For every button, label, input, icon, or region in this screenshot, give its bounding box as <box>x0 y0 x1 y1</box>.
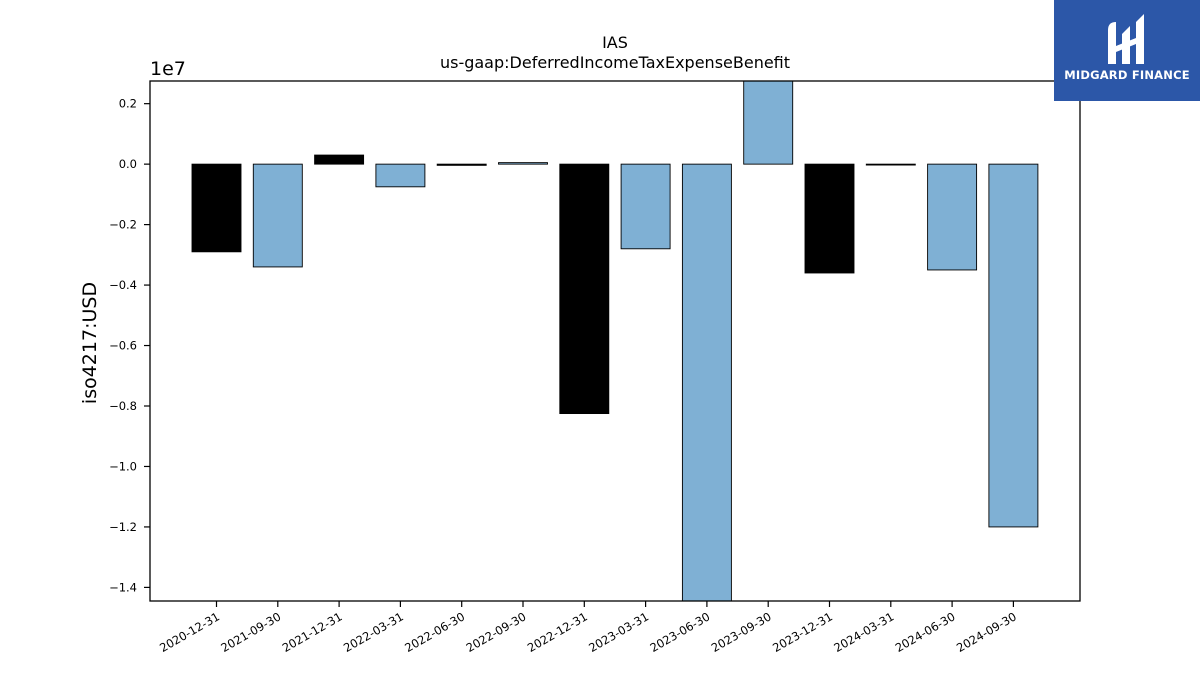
bars-group <box>191 80 1039 602</box>
x-tick-label: 2023-06-30 <box>648 609 713 655</box>
x-tick-label: 2022-06-30 <box>402 609 467 655</box>
bar-2021-12-31 <box>314 154 365 165</box>
x-tick-label: 2023-03-31 <box>586 609 651 655</box>
bar-2022-06-30 <box>436 163 487 166</box>
y-axis-label: iso4217:USD <box>79 282 101 404</box>
x-tick-label: 2022-03-31 <box>341 609 406 655</box>
y-ticks-group: 0.2 0.0 −0.2 −0.4 −0.6 −0.8 −1.0 −1.2 −1.4 <box>109 97 150 594</box>
chart-title: IAS <box>602 33 628 52</box>
bar-2023-09-30 <box>743 80 794 165</box>
x-tick-label: 2021-12-31 <box>280 609 345 655</box>
brand-name: MIDGARD FINANCE <box>1064 68 1190 82</box>
bar-2024-09-30 <box>988 163 1039 528</box>
bar-2022-03-31 <box>375 163 426 188</box>
y-tick-label: −0.6 <box>109 339 137 353</box>
x-tick-label: 2020-12-31 <box>157 609 222 655</box>
bar-2022-09-30 <box>498 162 548 165</box>
y-tick-label: −1.2 <box>109 520 137 534</box>
y-tick-label: −0.4 <box>109 278 137 292</box>
x-tick-label: 2022-09-30 <box>464 609 529 655</box>
plot-frame <box>149 80 1081 602</box>
bar-2023-06-30 <box>681 163 732 602</box>
bar-2022-12-31 <box>559 163 610 415</box>
x-tick-label: 2024-09-30 <box>954 609 1019 655</box>
y-tick-label: −0.2 <box>109 218 137 232</box>
bar-2023-03-31 <box>620 163 671 250</box>
y-tick-label: 0.2 <box>119 97 137 111</box>
bar-2024-06-30 <box>927 163 978 271</box>
y-tick-label: −0.8 <box>109 399 137 413</box>
x-ticks-group: 2020-12-312021-09-302021-12-312022-03-31… <box>157 601 1019 655</box>
y-tick-label: −1.0 <box>109 459 137 473</box>
bar-2023-12-31 <box>804 163 855 274</box>
x-tick-label: 2023-09-30 <box>709 609 774 655</box>
bar-2020-12-31 <box>191 163 242 253</box>
x-tick-label: 2023-12-31 <box>770 609 835 655</box>
x-tick-label: 2024-03-31 <box>831 609 896 655</box>
x-tick-label: 2024-06-30 <box>893 609 958 655</box>
y-tick-label: 0.0 <box>119 157 137 171</box>
y-tick-label: −1.4 <box>109 580 137 594</box>
chart-subtitle: us-gaap:DeferredIncomeTaxExpenseBenefit <box>440 53 790 72</box>
midgard-logo-icon <box>1108 14 1144 64</box>
x-tick-label: 2022-12-31 <box>525 609 590 655</box>
brand-logo: MIDGARD FINANCE <box>1054 0 1200 101</box>
y-offset-label: 1e7 <box>150 58 186 80</box>
bar-2024-03-31 <box>865 163 916 166</box>
x-tick-label: 2021-09-30 <box>218 609 283 655</box>
bar-2021-09-30 <box>252 163 303 268</box>
